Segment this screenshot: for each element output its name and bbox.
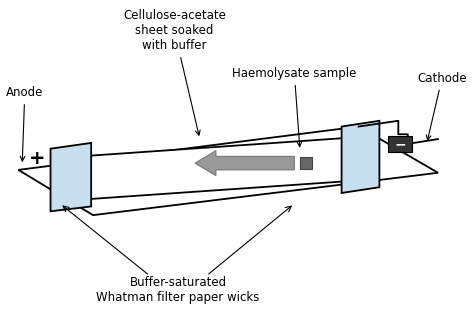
FancyArrow shape <box>195 151 294 176</box>
Polygon shape <box>18 126 438 215</box>
Text: Anode: Anode <box>6 86 44 161</box>
Text: +: + <box>29 149 46 168</box>
Text: Cathode: Cathode <box>417 72 467 140</box>
FancyBboxPatch shape <box>388 136 412 152</box>
Polygon shape <box>66 136 372 201</box>
Text: Haemolysate sample: Haemolysate sample <box>232 67 356 147</box>
Bar <box>300 157 312 169</box>
Text: −: − <box>394 137 406 151</box>
Polygon shape <box>342 121 379 193</box>
Text: Cellulose-acetate
sheet soaked
with buffer: Cellulose-acetate sheet soaked with buff… <box>123 9 226 135</box>
Text: Buffer-saturated
Whatman filter paper wicks: Buffer-saturated Whatman filter paper wi… <box>96 276 260 304</box>
Polygon shape <box>51 143 91 211</box>
